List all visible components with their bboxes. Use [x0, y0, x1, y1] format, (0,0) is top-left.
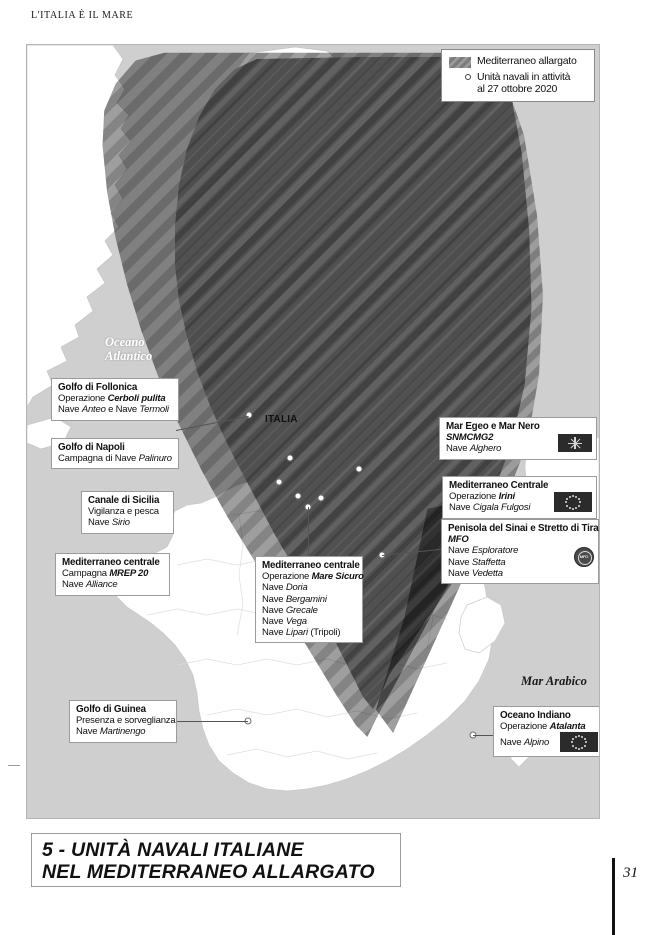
callout-line-2: Nave Sirio: [88, 517, 130, 529]
callout-line-3: Nave Bergamini: [262, 593, 327, 605]
callout-line-5: Nave Vega: [262, 616, 307, 628]
callout-golfo-di-napoli[interactable]: Golfo di Napoli Campagna di Nave Palinur…: [51, 438, 179, 470]
callout-line-1: Presenza e sorveglianza: [76, 715, 176, 727]
callout-title: Mediterraneo centrale: [262, 560, 360, 571]
ship-marker-4[interactable]: [294, 492, 302, 500]
page-number: 31: [623, 865, 638, 881]
callout-line-2: Nave Esploratore: [448, 545, 519, 557]
leader-line-guinea: [174, 721, 248, 722]
callout-line-1: Campagna di Nave Palinuro: [58, 453, 172, 465]
callout-line-3: Nave Staffetta: [448, 556, 506, 568]
legend-item-ships: Unità navali in attività al 27 ottobre 2…: [449, 71, 587, 95]
nato-flag-icon: [558, 434, 592, 453]
callout-line-2: Nave Alpino: [500, 736, 550, 748]
callout-mediterraneo-centrale-mare-sicuro[interactable]: Mediterraneo centrale Operazione Mare Si…: [255, 556, 364, 644]
callout-title: Oceano Indiano: [500, 710, 571, 721]
callout-penisola-del-sinai[interactable]: Penisola del Sinai e Stretto di Tiran MF…: [441, 519, 600, 585]
callout-mar-egeo-e-mar-nero[interactable]: Mar Egeo e Mar Nero SNMCMG2 Nave Alghero: [439, 417, 597, 460]
callout-line-2: Nave Anteo e Nave Termoli: [58, 404, 169, 416]
crop-tick-left: [8, 765, 20, 766]
callout-line-1: Operazione Cerboli pulita: [58, 393, 166, 405]
map-figure: Oceano Atlantico Mar Arabico ITALIA Medi…: [26, 44, 600, 819]
figure-title-block: 5 - UNITÀ NAVALI ITALIANE NEL MEDITERRAN…: [31, 833, 401, 887]
map-legend: Mediterraneo allargato Unità navali in a…: [441, 49, 595, 102]
leader-line-indiano: [473, 735, 497, 736]
callout-line-6: Nave Lipari (Tripoli): [262, 627, 341, 639]
running-head: L'Italia è il mare: [31, 10, 134, 21]
callout-oceano-indiano[interactable]: Oceano Indiano Operazione Atalanta Nave …: [493, 706, 599, 758]
ship-marker-5[interactable]: [317, 494, 325, 502]
ship-marker-3[interactable]: [275, 478, 283, 486]
mfo-emblem-icon: MFO MFO: [574, 546, 594, 567]
callout-line-2: Nave Doria: [262, 582, 308, 594]
legend-item-area: Mediterraneo allargato: [449, 55, 587, 68]
callout-line-1: Campagna MREP 20: [62, 568, 149, 580]
callout-mediterraneo-centrale-mrep[interactable]: Mediterraneo centrale Campagna MREP 20 N…: [55, 553, 170, 596]
callout-title: Golfo di Guinea: [76, 704, 146, 715]
callout-line-1: Operazione Irini: [449, 491, 515, 503]
legend-label-ships: Unità navali in attività al 27 ottobre 2…: [477, 71, 570, 95]
callout-line-1: Operazione Atalanta: [500, 721, 586, 733]
callout-line-1: MFO: [448, 534, 469, 546]
ship-marker-2[interactable]: [355, 465, 363, 473]
legend-ships-line2: al 27 ottobre 2020: [477, 83, 558, 95]
callout-line-1: Vigilanza e pesca: [88, 506, 159, 518]
ship-marker-circle-icon: [449, 74, 471, 80]
map-label-italia: ITALIA: [265, 414, 298, 425]
figure-title-line1: 5 - UNITÀ NAVALI ITALIANE: [42, 839, 304, 861]
callout-line-2: Nave Cigala Fulgosi: [449, 502, 531, 514]
callout-title: Mar Egeo e Mar Nero: [446, 421, 540, 432]
callout-line-4: Nave Grecale: [262, 604, 318, 616]
eu-flag-icon: [554, 492, 592, 513]
callout-title: Golfo di Follonica: [58, 382, 138, 393]
callout-title: Canale di Sicilia: [88, 495, 160, 506]
legend-label-area: Mediterraneo allargato: [477, 55, 577, 67]
eu-flag-icon: [560, 732, 598, 753]
callout-title: Mediterraneo centrale: [62, 557, 160, 568]
callout-title: Penisola del Sinai e Stretto di Tiran: [448, 523, 600, 534]
callout-line-4: Nave Vedetta: [448, 567, 503, 579]
callout-line-2: Nave Martinengo: [76, 726, 146, 738]
callout-title: Golfo di Napoli: [58, 442, 125, 453]
callout-title: Mediterraneo Centrale: [449, 480, 549, 491]
callout-line-1: SNMCMG2: [446, 432, 494, 444]
ship-marker-1[interactable]: [286, 454, 294, 462]
callout-golfo-di-guinea[interactable]: Golfo di Guinea Presenza e sorveglianza …: [69, 700, 177, 743]
figure-title-line2: NEL MEDITERRANEO ALLARGATO: [42, 861, 375, 883]
ship-marker-7[interactable]: [245, 411, 253, 419]
callout-line-2: Nave Alghero: [446, 443, 502, 455]
callout-golfo-di-follonica[interactable]: Golfo di Follonica Operazione Cerboli pu…: [51, 378, 179, 421]
callout-line-1: Operazione Mare Sicuro: [262, 571, 364, 583]
callout-line-2: Nave Alliance: [62, 579, 118, 591]
leader-line-mare-sicuro: [308, 507, 309, 557]
hatched-area-swatch-icon: [449, 57, 471, 68]
legend-ships-line1: Unità navali in attività: [477, 71, 571, 83]
page-rule: [612, 858, 615, 935]
callout-canale-di-sicilia[interactable]: Canale di Sicilia Vigilanza e pesca Nave…: [81, 491, 174, 534]
callout-mediterraneo-centrale-irini[interactable]: Mediterraneo Centrale Operazione Irini N…: [442, 476, 597, 519]
